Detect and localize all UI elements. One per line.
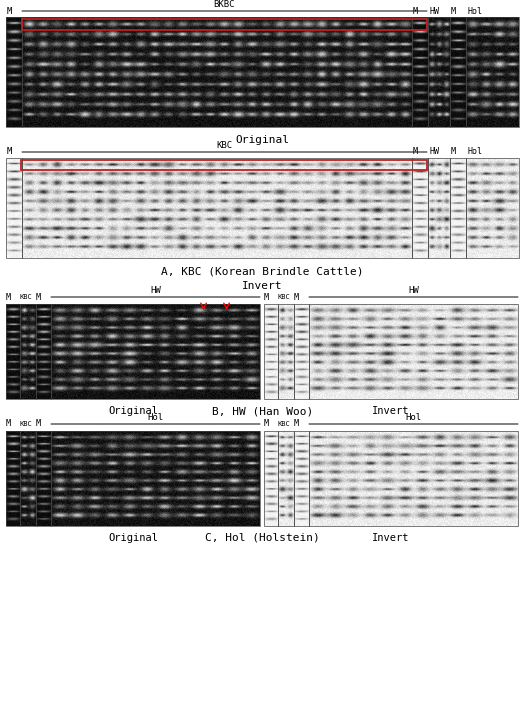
Text: KBC: KBC: [278, 421, 291, 427]
Bar: [264, 431, 278, 526]
Text: M: M: [413, 6, 418, 16]
Text: M: M: [413, 147, 418, 156]
Bar: [21, 160, 427, 170]
Text: Original: Original: [108, 406, 158, 416]
Bar: [466, 158, 519, 258]
Text: M: M: [264, 292, 269, 301]
Bar: [428, 17, 450, 127]
Bar: [6, 158, 22, 258]
Text: M: M: [6, 292, 11, 301]
Text: M: M: [6, 419, 11, 429]
Text: M: M: [451, 147, 456, 156]
Bar: [22, 17, 412, 127]
Text: A, KBC (Korean Brindle Cattle): A, KBC (Korean Brindle Cattle): [161, 267, 364, 277]
Bar: [22, 19, 427, 30]
Bar: [450, 17, 466, 127]
Bar: [6, 17, 22, 127]
Text: B, HW (Han Woo): B, HW (Han Woo): [212, 406, 313, 416]
Text: KBC: KBC: [278, 294, 291, 300]
Text: M: M: [451, 6, 456, 16]
Text: M: M: [7, 6, 13, 16]
Bar: [36, 431, 51, 526]
Text: C, Hol (Holstein): C, Hol (Holstein): [205, 533, 320, 543]
Bar: [20, 304, 36, 399]
Text: BKBC: BKBC: [214, 0, 235, 9]
Text: KBC: KBC: [216, 141, 233, 150]
Bar: [294, 431, 309, 526]
Text: HW: HW: [408, 286, 419, 295]
Text: M: M: [36, 419, 41, 429]
Text: Hol: Hol: [467, 6, 482, 16]
Bar: [51, 431, 260, 526]
Text: KBC: KBC: [20, 421, 33, 427]
Bar: [6, 304, 20, 399]
Bar: [309, 304, 518, 399]
Bar: [412, 17, 428, 127]
Bar: [20, 431, 36, 526]
Bar: [309, 431, 518, 526]
Text: KBC: KBC: [20, 294, 33, 300]
Text: Hol: Hol: [405, 413, 422, 422]
Bar: [51, 304, 260, 399]
Bar: [278, 431, 294, 526]
Text: M: M: [294, 419, 299, 429]
Text: Invert: Invert: [242, 281, 283, 291]
Text: Original: Original: [236, 135, 289, 145]
Text: Hol: Hol: [467, 147, 482, 156]
Bar: [264, 304, 278, 399]
Bar: [278, 304, 294, 399]
Bar: [22, 158, 412, 258]
Bar: [6, 431, 20, 526]
Bar: [450, 158, 466, 258]
Text: Hol: Hol: [148, 413, 164, 422]
Bar: [466, 17, 519, 127]
Bar: [412, 158, 428, 258]
Text: Invert: Invert: [372, 406, 410, 416]
Text: M: M: [294, 292, 299, 301]
Text: M: M: [264, 419, 269, 429]
Text: HW: HW: [429, 147, 439, 156]
Text: M: M: [36, 292, 41, 301]
Text: Original: Original: [108, 533, 158, 543]
Text: M: M: [7, 147, 13, 156]
Bar: [428, 158, 450, 258]
Bar: [36, 304, 51, 399]
Bar: [294, 304, 309, 399]
Text: Invert: Invert: [372, 533, 410, 543]
Text: HW: HW: [150, 286, 161, 295]
Text: HW: HW: [429, 6, 439, 16]
